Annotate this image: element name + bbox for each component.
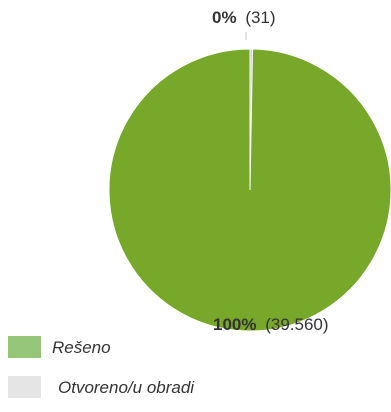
slice-value-otvoreno: (31) <box>245 8 275 27</box>
slice-label-otvoreno: 0% (31) <box>212 8 276 27</box>
legend-label-reseno: Rešeno <box>52 338 111 357</box>
legend-swatch-otvoreno <box>8 376 41 398</box>
legend-swatch-reseno <box>8 336 41 358</box>
legend-item-otvoreno[interactable]: Otvoreno/u obradi <box>8 372 308 412</box>
pie-chart: 0% (31) 100% (39.560) <box>108 8 391 334</box>
slice-label-reseno: 100% (39.560) <box>213 315 329 334</box>
slice-percent-otvoreno: 0% <box>212 8 237 27</box>
slice-value-reseno: (39.560) <box>265 315 328 334</box>
slice-percent-reseno: 100% <box>213 315 256 334</box>
pie-slices <box>108 48 391 332</box>
legend-label-otvoreno: Otvoreno/u obradi <box>58 378 195 397</box>
pie-slice-reseno[interactable] <box>108 48 391 332</box>
legend-item-reseno[interactable]: Rešeno <box>8 332 308 372</box>
legend: Rešeno Otvoreno/u obradi <box>8 332 308 412</box>
